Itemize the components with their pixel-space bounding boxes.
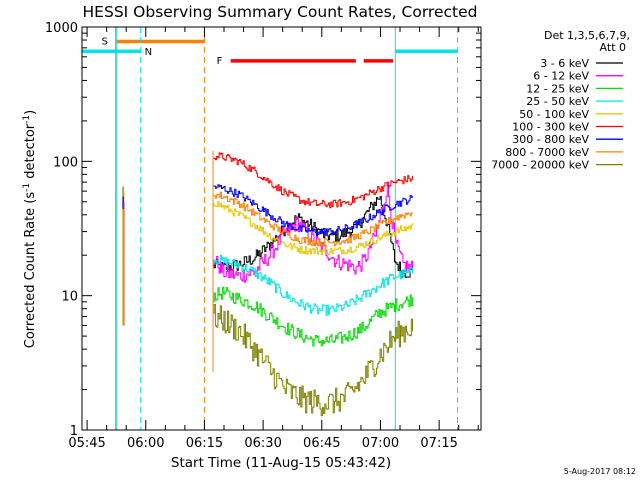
legend-entry-label: 25 - 50 keV — [526, 95, 589, 108]
chart-title: HESSI Observing Summary Count Rates, Cor… — [83, 3, 478, 21]
y-axis-label-main: Corrected Count Rate (s — [23, 192, 38, 349]
y-axis-label: Corrected Count Rate (s-1 detector-1) — [22, 110, 38, 348]
series-line — [213, 191, 413, 247]
y-axis-label-sup2: -1 — [22, 115, 32, 124]
legend-entry-label: 100 - 300 keV — [512, 121, 589, 134]
y-axis-label-end: ) — [23, 110, 38, 115]
series-line — [213, 304, 413, 416]
y-axis-label-mid: detector — [23, 123, 38, 183]
x-tick-label: 06:45 — [303, 436, 340, 451]
legend-entry-label: 800 - 7000 keV — [505, 146, 589, 159]
legend-entry-label: 300 - 800 keV — [512, 133, 589, 146]
flag-label: F — [217, 56, 223, 67]
series-line — [213, 181, 413, 283]
legend-entry-label: 12 - 25 keV — [526, 82, 589, 95]
footer-timestamp: 5-Aug-2017 08:12 — [564, 467, 636, 476]
y-axis-ticks: 1 10 100 1000 — [45, 21, 481, 439]
series-line — [213, 286, 413, 347]
y-tick-label: 1 — [70, 424, 78, 439]
y-axis-label-sup: -1 — [22, 183, 32, 192]
x-axis-ticks: 05:45 06:00 06:15 06:30 06:45 07:00 07:15 — [68, 27, 479, 451]
legend-entry-label: 6 - 12 keV — [533, 70, 589, 83]
x-tick-label: 06:30 — [244, 436, 281, 451]
x-tick-label: 05:45 — [68, 436, 105, 451]
legend-title-line1: Det 1,3,5,6,7,9, — [544, 29, 630, 42]
x-axis-label: Start Time (11-Aug-15 05:43:42) — [171, 455, 391, 471]
y-tick-label: 10 — [61, 290, 78, 305]
x-tick-label: 07:15 — [420, 436, 457, 451]
legend-entry-label: 7000 - 20000 keV — [491, 159, 589, 172]
y-tick-label: 100 — [53, 155, 78, 170]
series-line — [213, 152, 413, 209]
legend-entry-label: 3 - 6 keV — [540, 57, 589, 70]
series-line — [213, 201, 413, 256]
legend-entry-label: 50 - 100 keV — [519, 108, 589, 121]
series-layer — [122, 150, 413, 416]
flags-layer: S N F — [82, 36, 458, 67]
x-tick-label: 06:00 — [127, 436, 164, 451]
x-tick-label: 06:15 — [186, 436, 223, 451]
series-line — [213, 254, 413, 316]
series-line — [213, 184, 413, 236]
y-tick-label: 1000 — [45, 21, 78, 36]
x-tick-label: 07:00 — [362, 436, 399, 451]
legend-title-line2: Att 0 — [600, 41, 626, 54]
plot-frame — [81, 26, 482, 431]
flag-label: S — [102, 36, 108, 47]
mode-lines-layer — [115, 27, 459, 430]
flag-label: N — [145, 47, 152, 58]
